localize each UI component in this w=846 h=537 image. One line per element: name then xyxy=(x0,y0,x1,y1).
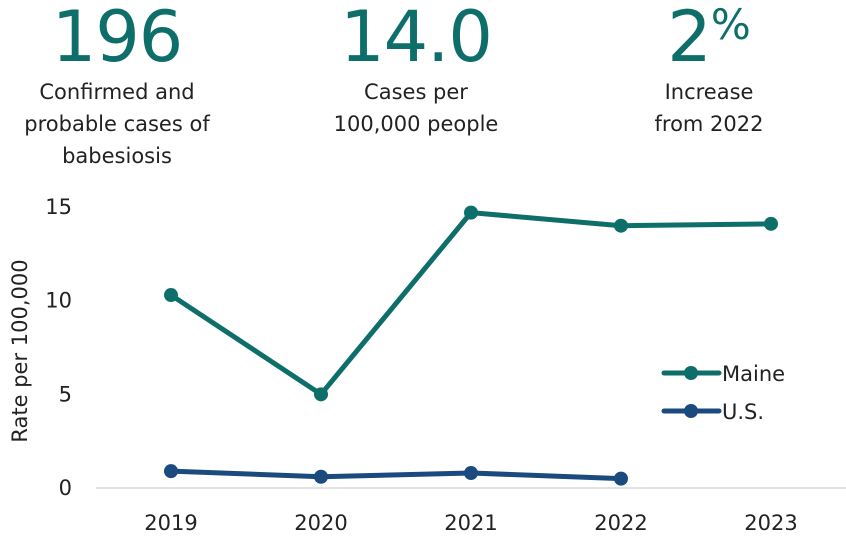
data-point-maine xyxy=(614,218,628,233)
stat-rate-value: 14.0 xyxy=(340,0,493,78)
legend-item-maine: Maine xyxy=(661,362,785,386)
legend-swatch-marker xyxy=(684,366,698,380)
x-tick-label: 2023 xyxy=(744,511,797,535)
legend-item-us: U.S. xyxy=(661,400,764,424)
data-point-us xyxy=(464,466,478,481)
legend-label: Maine xyxy=(722,362,785,386)
y-axis-title: Rate per 100,000 xyxy=(8,259,32,442)
legend: Maine U.S. xyxy=(661,362,785,424)
data-point-us xyxy=(314,469,328,484)
series-line-maine xyxy=(168,210,774,397)
stat-increase-value: 2% xyxy=(667,0,751,78)
data-point-us xyxy=(164,464,178,479)
x-axis-ticks: 2019 2020 2021 2022 2023 xyxy=(144,511,797,535)
y-tick-label: 10 xyxy=(45,289,72,313)
data-point-us xyxy=(614,471,628,486)
stat-cases-label: Confirmed and probable cases of babesios… xyxy=(24,80,210,168)
y-tick-label: 5 xyxy=(59,382,72,406)
data-point-maine xyxy=(164,288,178,303)
data-point-maine xyxy=(314,387,328,402)
data-point-maine xyxy=(764,216,778,231)
y-tick-label: 15 xyxy=(45,195,72,219)
series-layer xyxy=(164,205,778,486)
stat-rate-label: Cases per 100,000 people xyxy=(333,80,499,136)
stat-rate-per-100k: 14.0 Cases per 100,000 people xyxy=(300,0,532,140)
stat-confirmed-cases: 196 Confirmed and probable cases of babe… xyxy=(0,0,234,172)
y-axis-ticks: 0 5 10 15 xyxy=(45,195,72,500)
series-line-us xyxy=(168,468,624,482)
stat-increase-label: Increase from 2022 xyxy=(654,80,764,136)
x-tick-label: 2019 xyxy=(144,511,197,535)
series-maine xyxy=(164,205,778,402)
x-tick-label: 2021 xyxy=(444,511,497,535)
legend-swatch-marker xyxy=(684,404,698,418)
y-tick-label: 0 xyxy=(59,476,72,500)
stat-percent-increase: 2% Increase from 2022 xyxy=(592,0,826,140)
stat-cases-value: 196 xyxy=(51,0,184,78)
data-point-maine xyxy=(464,205,478,220)
series-us xyxy=(164,464,628,486)
x-tick-label: 2020 xyxy=(294,511,347,535)
legend-label: U.S. xyxy=(722,400,764,424)
x-tick-label: 2022 xyxy=(594,511,647,535)
